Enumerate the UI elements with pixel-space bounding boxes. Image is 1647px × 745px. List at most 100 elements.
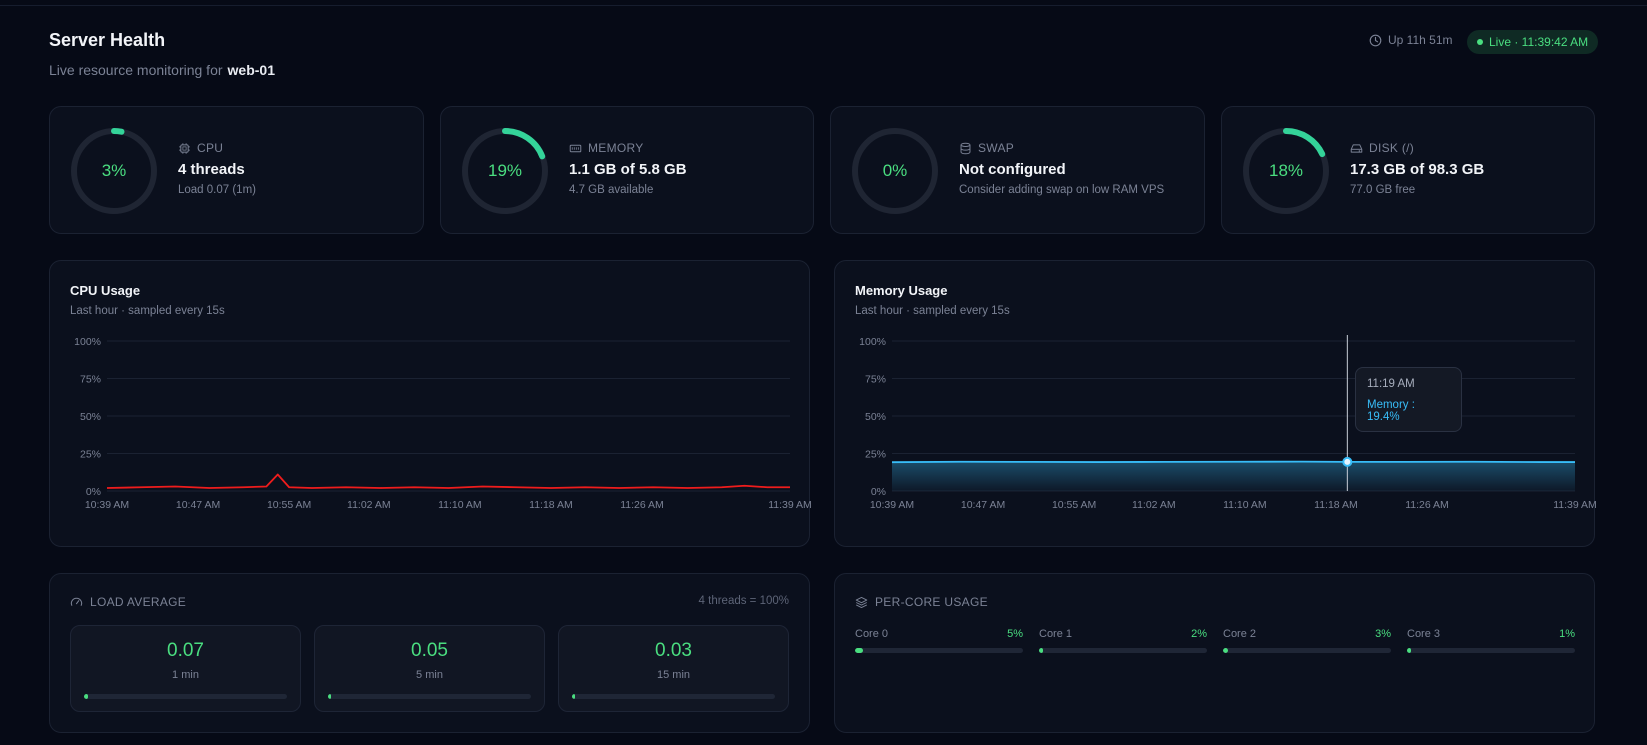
core-0-label: Core 0 bbox=[855, 628, 889, 640]
cpu-gauge bbox=[71, 128, 157, 214]
swap-label-text: SWAP bbox=[978, 141, 1015, 155]
core-3-label: Core 3 bbox=[1407, 628, 1441, 640]
swap-main-value: Not configured bbox=[959, 161, 1066, 178]
y-tick-label: 100% bbox=[859, 336, 886, 348]
load-1min-label: 1 min bbox=[172, 669, 199, 681]
load-1min-box: 0.07 1 min bbox=[70, 625, 301, 712]
cpu-sub-value: Load 0.07 (1m) bbox=[178, 184, 256, 196]
memory-sub-value: 4.7 GB available bbox=[569, 184, 654, 196]
per-core-title: PER-CORE USAGE bbox=[855, 595, 988, 609]
subtitle-prefix: Live resource monitoring for bbox=[49, 62, 223, 78]
y-tick-label: 100% bbox=[74, 336, 101, 348]
core-3-bar bbox=[1407, 648, 1575, 653]
memory-main-value: 1.1 GB of 5.8 GB bbox=[569, 161, 687, 178]
core-2-value: 3% bbox=[1375, 628, 1391, 640]
load-5min-box: 0.05 5 min bbox=[314, 625, 545, 712]
x-tick-label: 11:02 AM bbox=[347, 499, 391, 511]
database-icon bbox=[960, 142, 971, 154]
per-core-usage-card: PER-CORE USAGE Core 0 5% Core 1 2% Core … bbox=[834, 573, 1595, 733]
x-tick-label: 11:18 AM bbox=[1314, 499, 1358, 511]
x-tick-label: 10:39 AM bbox=[870, 499, 914, 511]
load-5min-value: 0.05 bbox=[411, 640, 448, 661]
y-tick-label: 0% bbox=[86, 486, 101, 498]
memory-chart-subtitle: Last hour · sampled every 15s bbox=[855, 305, 1010, 317]
cpu-main-value: 4 threads bbox=[178, 161, 245, 178]
load-15min-box: 0.03 15 min bbox=[558, 625, 789, 712]
y-tick-label: 50% bbox=[865, 411, 886, 423]
x-tick-label: 11:18 AM bbox=[529, 499, 573, 511]
x-tick-label: 11:26 AM bbox=[620, 499, 664, 511]
disk-main-value: 17.3 GB of 98.3 GB bbox=[1350, 161, 1485, 178]
layers-icon bbox=[855, 596, 868, 608]
host-name: web-01 bbox=[227, 62, 275, 78]
x-tick-label: 11:10 AM bbox=[438, 499, 482, 511]
per-core-title-text: PER-CORE USAGE bbox=[875, 595, 988, 609]
memory-label-text: MEMORY bbox=[588, 141, 644, 155]
x-tick-label: 11:10 AM bbox=[1223, 499, 1267, 511]
memory-label: MEMORY bbox=[569, 141, 644, 155]
disk-label: DISK (/) bbox=[1350, 141, 1414, 155]
memory-usage-chart-card: Memory Usage Last hour · sampled every 1… bbox=[834, 260, 1596, 548]
tooltip-time: 11:19 AM bbox=[1367, 378, 1415, 390]
y-tick-label: 0% bbox=[871, 486, 886, 498]
memory-chart-tooltip: 11:19 AM Memory : 19.4% bbox=[1355, 367, 1462, 432]
memory-gauge bbox=[462, 128, 548, 214]
load-average-title: LOAD AVERAGE bbox=[70, 595, 186, 609]
disk-label-text: DISK (/) bbox=[1369, 141, 1415, 155]
x-tick-label: 11:39 AM bbox=[768, 499, 811, 511]
x-tick-label: 10:47 AM bbox=[176, 499, 220, 511]
tooltip-value: Memory : 19.4% bbox=[1367, 399, 1415, 423]
load-5min-bar bbox=[328, 694, 531, 699]
live-status-badge: Live · 11:39:42 AM bbox=[1467, 30, 1599, 54]
gauge-icon bbox=[70, 597, 83, 606]
load-15min-value: 0.03 bbox=[655, 640, 692, 661]
y-tick-label: 25% bbox=[865, 449, 886, 461]
x-tick-label: 11:02 AM bbox=[1132, 499, 1176, 511]
memory-icon bbox=[569, 144, 582, 152]
cpu-label: CPU bbox=[178, 141, 223, 155]
load-average-note: 4 threads = 100% bbox=[698, 595, 789, 607]
core-1-label: Core 1 bbox=[1039, 628, 1073, 640]
memory-chart-title: Memory Usage bbox=[855, 283, 948, 298]
top-divider bbox=[0, 5, 1647, 6]
x-tick-label: 10:47 AM bbox=[961, 499, 1005, 511]
cpu-usage-chart[interactable]: 100% 75% 50% 25% 0%10:39 AM 10:47 AM 10:55 AM 1… bbox=[50, 261, 811, 548]
page-title: Server Health bbox=[49, 30, 166, 50]
load-1min-value: 0.07 bbox=[167, 640, 204, 661]
load-1min-bar bbox=[84, 694, 287, 699]
memory-usage-chart[interactable]: 100% 75% 50% 25% 0%10:39 AM 10:47 AM 10:55 AM 1… bbox=[835, 261, 1596, 548]
memory-usage-line bbox=[891, 460, 1575, 464]
load-average-card: LOAD AVERAGE 4 threads = 100% 0.07 1 min… bbox=[49, 573, 810, 733]
live-dot-icon bbox=[1477, 39, 1483, 45]
x-tick-label: 10:39 AM bbox=[85, 499, 129, 511]
y-tick-label: 75% bbox=[80, 374, 101, 386]
swap-sub-value: Consider adding swap on low RAM VPS bbox=[959, 184, 1165, 196]
x-tick-label: 11:39 AM bbox=[1553, 499, 1596, 511]
y-tick-label: 75% bbox=[865, 374, 886, 386]
core-1-value: 2% bbox=[1191, 628, 1207, 640]
memory-area-fill bbox=[892, 461, 1575, 491]
cpu-card: 3% CPU 4 threads Load 0.07 (1m) bbox=[49, 106, 424, 234]
clock-icon bbox=[1369, 34, 1382, 46]
swap-card: 0% SWAP Not configured Consider adding s… bbox=[830, 106, 1205, 234]
uptime-text: Up 11h 51m bbox=[1388, 33, 1453, 47]
page-subtitle: Live resource monitoring for web-01 bbox=[49, 62, 275, 78]
x-tick-label: 10:55 AM bbox=[267, 499, 311, 511]
live-status-text: Live · 11:39:42 AM bbox=[1489, 35, 1589, 49]
cpu-usage-chart-card: CPU Usage Last hour · sampled every 15s … bbox=[49, 260, 811, 548]
core-1-fill bbox=[1039, 648, 1043, 653]
load-5min-label: 5 min bbox=[416, 669, 443, 681]
load-5min-fill bbox=[328, 694, 331, 699]
load-1min-fill bbox=[84, 694, 88, 699]
core-0-bar bbox=[855, 648, 1023, 653]
cpu-icon bbox=[179, 142, 190, 154]
core-3-value: 1% bbox=[1559, 628, 1575, 640]
cpu-label-text: CPU bbox=[197, 141, 224, 155]
core-3-fill bbox=[1407, 648, 1411, 653]
load-15min-fill bbox=[572, 694, 575, 699]
disk-sub-value: 77.0 GB free bbox=[1350, 184, 1416, 196]
x-tick-label: 11:26 AM bbox=[1405, 499, 1449, 511]
uptime-indicator: Up 11h 51m bbox=[1369, 33, 1452, 47]
core-1-bar bbox=[1039, 648, 1207, 653]
core-2-fill bbox=[1223, 648, 1229, 653]
